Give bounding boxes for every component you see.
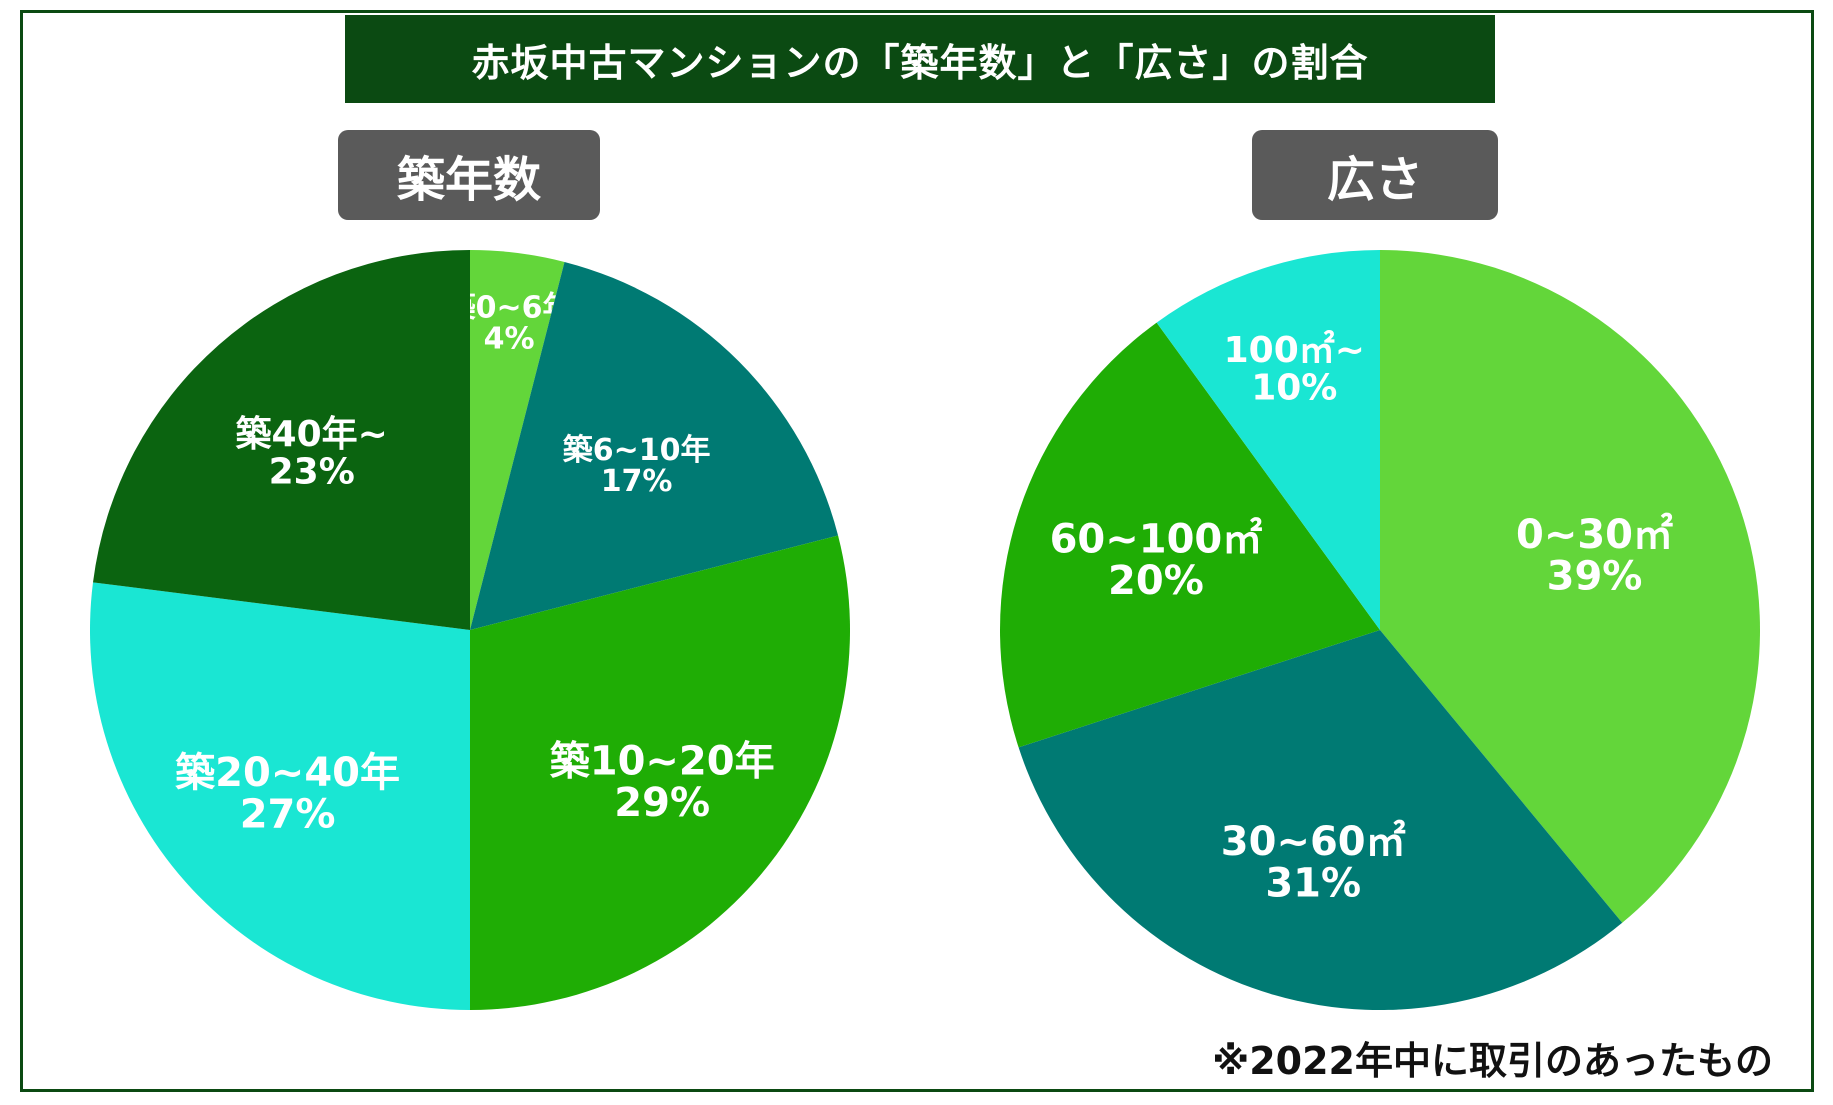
slice-pct-size-30-60: 31% <box>1265 861 1361 907</box>
slice-pct-age-0-6: 4% <box>484 321 535 356</box>
slice-age-0-6 <box>470 250 565 630</box>
slice-size-100-plus <box>1156 250 1380 630</box>
label-size-0-30: 0~30㎡ 39% <box>1516 512 1673 600</box>
slice-pct-age-40-plus: 23% <box>269 452 355 493</box>
slice-label-size-30-60: 30~60㎡ <box>1221 819 1406 865</box>
pie-0: 築0~6年 4%築6~10年 17%築10~20年 29%築20~40年 27%築40年… <box>90 250 850 1010</box>
slice-label-age-10-20: 築10~20年 <box>550 738 775 784</box>
slice-age-40-plus <box>92 250 471 630</box>
label-size-60-100: 60~100㎡ 20% <box>1050 516 1263 604</box>
slice-pct-size-60-100: 20% <box>1108 558 1204 604</box>
slice-pct-size-0-30: 39% <box>1547 554 1643 600</box>
label-size-100-plus: 100㎡~ 10% <box>1224 329 1365 408</box>
slice-age-20-40 <box>90 582 471 1010</box>
pie-title-age: 築年数 <box>338 130 600 220</box>
label-size-30-60: 30~60㎡ 31% <box>1221 819 1406 907</box>
slice-size-0-30 <box>1380 250 1761 923</box>
chart-frame <box>20 10 1814 1092</box>
slice-pct-size-100-plus: 10% <box>1251 367 1337 408</box>
label-age-10-20: 築10~20年 29% <box>550 738 775 826</box>
slice-pct-age-6-10: 17% <box>601 464 673 499</box>
label-age-40-plus: 築40年~ 23% <box>236 414 388 492</box>
label-age-20-40: 築20~40年 27% <box>175 750 400 838</box>
slice-pct-age-10-20: 29% <box>614 780 710 826</box>
slice-size-30-60 <box>1018 630 1623 1010</box>
slice-label-age-6-10: 築6~10年 <box>563 433 711 468</box>
slice-label-size-0-30: 0~30㎡ <box>1516 512 1673 558</box>
slice-label-age-40-plus: 築40年~ <box>236 414 388 455</box>
slice-size-60-100 <box>1000 322 1380 748</box>
slice-label-age-20-40: 築20~40年 <box>175 750 400 796</box>
footnote: ※2022年中に取引のあったもの <box>1212 1039 1773 1083</box>
slice-pct-age-20-40: 27% <box>240 792 336 838</box>
chart-title: 赤坂中古マンションの「築年数」と「広さ」の割合 <box>345 15 1495 103</box>
slice-label-size-60-100: 60~100㎡ <box>1050 516 1263 562</box>
pie-title-size: 広さ <box>1252 130 1498 220</box>
label-age-6-10: 築6~10年 17% <box>563 433 711 499</box>
pie-1: 0~30㎡ 39% 30~60㎡ 31% 60~100㎡ 20% 100㎡~ 10% <box>1000 250 1761 1010</box>
slice-label-size-100-plus: 100㎡~ <box>1224 329 1365 371</box>
slice-age-10-20 <box>470 535 850 1010</box>
slice-age-6-10 <box>470 261 839 630</box>
